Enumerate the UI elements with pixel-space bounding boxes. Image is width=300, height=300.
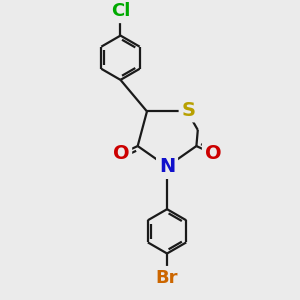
Text: S: S bbox=[182, 100, 196, 119]
Text: O: O bbox=[205, 144, 221, 163]
Text: Br: Br bbox=[156, 268, 178, 286]
Text: N: N bbox=[159, 157, 175, 176]
Text: O: O bbox=[112, 144, 129, 163]
Text: Cl: Cl bbox=[111, 2, 130, 20]
